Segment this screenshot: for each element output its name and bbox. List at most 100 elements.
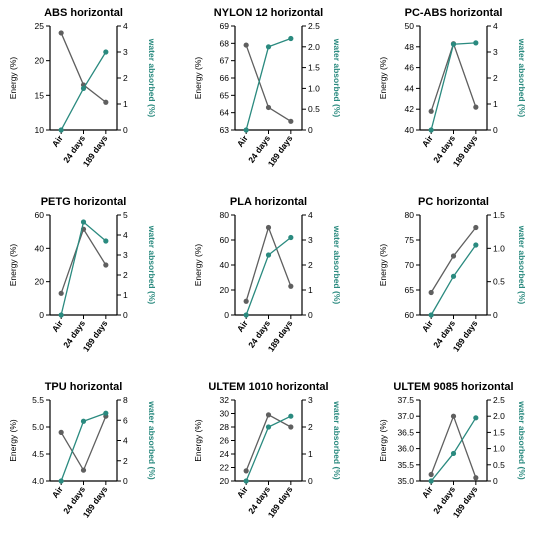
right-tick-label: 0: [493, 125, 498, 135]
energy-point: [243, 42, 249, 48]
left-tick-label: 25: [35, 21, 45, 31]
energy-line: [430, 227, 477, 293]
energy-point: [243, 298, 249, 304]
right-tick-label: 4: [493, 21, 498, 31]
right-tick-label: 3: [123, 250, 128, 260]
left-tick-label: 35.0: [397, 476, 414, 486]
panel-6: PC horizontal 60 65 70 75 80 0 0.5 1.0 1.5 Energy …: [378, 196, 527, 354]
right-tick-label: 0: [493, 310, 498, 320]
energy-line: [245, 413, 292, 472]
water-line: [245, 236, 292, 316]
left-tick-label: 80: [220, 210, 230, 220]
right-tick-label: 5: [123, 210, 128, 220]
left-tick-label: 26: [220, 436, 230, 446]
energy-line: [60, 227, 107, 294]
left-tick-label: 30: [220, 409, 230, 419]
x-tick-label: Air: [235, 484, 250, 500]
water-point: [80, 219, 87, 225]
panel-title: ABS horizontal: [44, 7, 123, 19]
panel-5: PLA horizontal 0 20 40 60 80 0 1 2 3 4 Energy (%) wa…: [193, 196, 342, 354]
left-tick-label: 40: [220, 260, 230, 270]
panel-8: ULTEM 1010 horizontal 20 22 24 26 28 30 32 0 1 2 3 E…: [193, 381, 342, 520]
left-tick-label: 28: [220, 422, 230, 432]
right-tick-label: 1.0: [308, 83, 320, 93]
left-tick-label: 36.5: [397, 427, 414, 437]
left-tick-label: 80: [405, 210, 415, 220]
left-axis-label: Energy (%): [378, 419, 388, 462]
left-tick-label: 35.5: [397, 460, 414, 470]
right-tick-label: 3: [308, 395, 313, 405]
right-tick-label: 2: [123, 456, 128, 466]
panel-title: PC-ABS horizontal: [405, 7, 503, 19]
water-point: [265, 44, 272, 50]
water-point: [473, 415, 479, 421]
right-tick-label: 0.5: [308, 104, 320, 114]
right-tick-label: 3: [493, 47, 498, 57]
right-tick-label: 2.0: [308, 42, 320, 52]
right-tick-label: 1: [123, 99, 128, 109]
right-tick-label: 0: [308, 125, 313, 135]
right-axis-label: water absorbed (%): [517, 400, 527, 480]
left-tick-label: 20: [35, 56, 45, 66]
energy-point: [473, 104, 479, 110]
right-tick-label: 1: [308, 449, 313, 459]
water-point: [288, 35, 294, 42]
left-tick-label: 64: [220, 108, 230, 118]
water-point: [243, 312, 249, 318]
right-tick-label: 2: [123, 73, 128, 83]
x-tick-label: Air: [50, 133, 65, 149]
left-tick-label: 36.0: [397, 444, 414, 454]
left-tick-label: 60: [35, 210, 45, 220]
energy-line: [245, 225, 292, 302]
x-tick-label: Air: [420, 133, 435, 149]
x-tick-label: Air: [420, 484, 435, 500]
water-point: [428, 312, 434, 318]
right-tick-label: 2: [308, 260, 313, 270]
panel-title: ULTEM 1010 horizontal: [208, 381, 328, 393]
panel-3: PC-ABS horizontal 40 42 44 46 48 50 0 1 2 3 4 Energy…: [378, 7, 527, 169]
x-tick-label: Air: [420, 318, 435, 334]
panel-title: NYLON 12 horizontal: [214, 7, 323, 19]
water-point: [265, 424, 272, 430]
water-point: [450, 273, 457, 279]
energy-point: [243, 468, 249, 474]
right-axis-label: water absorbed (%): [332, 225, 342, 305]
right-axis-label: water absorbed (%): [147, 400, 157, 480]
left-axis-label: Energy (%): [8, 57, 18, 100]
right-tick-label: 4: [123, 436, 128, 446]
energy-point: [80, 467, 87, 473]
right-tick-label: 1.5: [493, 427, 505, 437]
water-point: [103, 410, 109, 416]
left-axis-label: Energy (%): [378, 244, 388, 287]
water-point: [428, 127, 434, 133]
left-axis-label: Energy (%): [193, 57, 203, 100]
left-axis-label: Energy (%): [193, 419, 203, 462]
water-point: [80, 418, 87, 424]
left-tick-label: 46: [405, 63, 415, 73]
energy-line: [60, 32, 107, 103]
left-tick-label: 40: [35, 243, 45, 253]
water-point: [473, 242, 479, 248]
panel-7: TPU horizontal 4.0 4.5 5.0 5.5 0 2 4 6 8 Energy (%…: [8, 381, 157, 520]
left-tick-label: 67: [220, 56, 230, 66]
right-tick-label: 1: [308, 285, 313, 295]
water-point: [473, 40, 479, 46]
right-tick-label: 2: [493, 73, 498, 83]
energy-point: [428, 108, 434, 114]
left-axis-label: Energy (%): [193, 244, 203, 287]
left-tick-label: 20: [220, 476, 230, 486]
energy-point: [428, 471, 434, 478]
water-line: [245, 37, 292, 131]
panel-title: PC horizontal: [418, 196, 489, 208]
right-tick-label: 0: [123, 310, 128, 320]
water-point: [58, 478, 64, 484]
right-tick-label: 6: [123, 415, 128, 425]
left-tick-label: 44: [405, 83, 415, 93]
left-tick-label: 22: [220, 463, 230, 473]
panel-1: ABS horizontal 10 15 20 25 0 1 2 3 4 Energy (%) wat…: [8, 7, 157, 169]
energy-point: [265, 104, 272, 111]
left-tick-label: 4.5: [32, 449, 44, 459]
right-tick-label: 1.5: [308, 63, 320, 73]
